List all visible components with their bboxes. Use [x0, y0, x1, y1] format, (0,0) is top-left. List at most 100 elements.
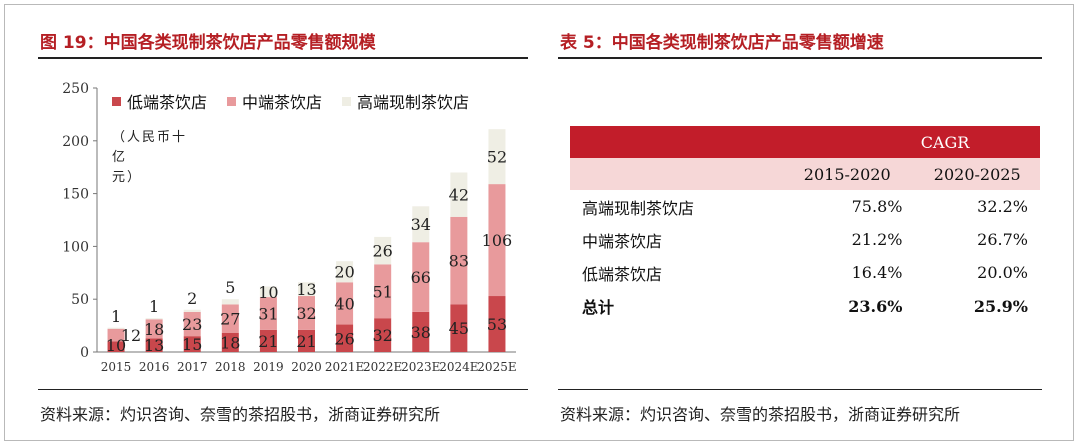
unit-line-1: （人民币十亿 — [112, 130, 188, 165]
bar-mid — [221, 304, 239, 333]
row-label: 中端茶饮店 — [582, 231, 663, 251]
bar-low — [145, 338, 163, 352]
total-row: 总计 23.6% 25.9% — [570, 289, 1040, 323]
x-tick-label: 2015 — [101, 360, 132, 374]
legend-label-low: 低端茶饮店 — [127, 93, 208, 112]
row-value-1: 75.8% — [851, 197, 903, 216]
data-label-low: 53 — [487, 315, 507, 334]
cagr-table: CAGR 2015-2020 2020-2025 高端现制茶饮店 75.8% 3… — [570, 126, 1040, 323]
bar-high — [488, 129, 506, 185]
table-row: 低端茶饮店 16.4% 20.0% — [570, 256, 1040, 289]
period-header-row: 2015-2020 2020-2025 — [570, 158, 1040, 190]
legend-swatch-high — [342, 96, 352, 106]
period-col-2: 2020-2025 — [914, 158, 1040, 190]
data-label-low: 13 — [144, 336, 164, 355]
bar-low — [107, 341, 125, 352]
legend-item-mid: 中端茶饮店 — [227, 89, 322, 113]
bar-mid — [450, 216, 468, 305]
data-label-high: 1 — [149, 297, 159, 316]
source-note-right: 资料来源：灼识咨询、奈雪的茶招股书，浙商证券研究所 — [560, 405, 961, 424]
data-label-mid: 31 — [258, 304, 278, 323]
x-tick-label: 2016 — [139, 360, 170, 374]
data-label-low: 18 — [220, 333, 240, 352]
data-label-mid: 18 — [144, 320, 164, 339]
y-tick-label: 0 — [80, 345, 89, 361]
bar-low — [183, 336, 201, 352]
x-tick-label: 2017 — [177, 360, 208, 374]
x-tick-label: 2025E — [477, 360, 516, 374]
data-label-low: 26 — [334, 329, 354, 348]
legend-swatch-mid — [227, 96, 237, 106]
legend-item-high: 高端现制茶饮店 — [342, 89, 469, 113]
data-label-high: 52 — [487, 148, 507, 167]
bar-high — [298, 282, 315, 297]
bar-high — [221, 299, 239, 305]
bar-low — [336, 324, 354, 352]
data-label-high: 5 — [225, 278, 235, 297]
figure-frame — [4, 4, 1074, 441]
chart-title: 图 19：中国各类现制茶饮店产品零售额规模 — [40, 33, 376, 53]
bar-mid — [259, 297, 277, 330]
bar-mid — [298, 296, 315, 330]
data-label-high: 26 — [373, 242, 393, 261]
bar-mid — [488, 184, 506, 297]
x-tick-label: 2021E — [325, 360, 364, 374]
total-value-1: 23.6% — [848, 296, 903, 316]
legend-label-mid: 中端茶饮店 — [242, 93, 323, 112]
bar-high — [259, 286, 277, 298]
data-label-low: 10 — [106, 336, 126, 355]
row-value-1: 16.4% — [851, 263, 903, 282]
row-label: 低端茶饮店 — [582, 264, 663, 284]
bar-low — [221, 332, 239, 352]
total-label: 总计 — [582, 298, 615, 317]
data-label-mid: 51 — [373, 282, 393, 301]
data-label-high: 1 — [111, 307, 121, 326]
bar-high — [107, 327, 125, 329]
data-label-high: 42 — [449, 186, 469, 205]
data-label-low: 15 — [182, 335, 202, 354]
data-label-low: 21 — [296, 332, 316, 351]
data-label-high: 34 — [411, 215, 431, 234]
bar-high — [450, 172, 468, 217]
bar-mid — [107, 328, 125, 342]
y-tick-label: 200 — [62, 134, 89, 150]
y-tick-label: 100 — [62, 239, 89, 255]
y-tick-label: 50 — [71, 292, 89, 308]
data-label-low: 32 — [373, 326, 393, 345]
bar-low — [412, 311, 430, 352]
data-label-mid: 66 — [411, 268, 431, 287]
total-value-2: 25.9% — [973, 296, 1028, 316]
bar-mid — [336, 282, 354, 325]
legend-swatch-low — [112, 96, 121, 106]
data-label-mid: 27 — [220, 310, 240, 329]
bar-high — [374, 236, 392, 265]
x-tick-label: 2022E — [363, 360, 402, 374]
data-label-high: 2 — [187, 289, 197, 308]
table-row: 高端现制茶饮店 75.8% 32.2% — [570, 190, 1040, 223]
x-tick-label: 2019 — [253, 360, 284, 374]
bar-mid — [412, 242, 430, 312]
source-note-left: 资料来源：灼识咨询、奈雪的茶招股书，浙商证券研究所 — [40, 405, 441, 424]
data-label-mid: 23 — [182, 315, 202, 334]
table-title: 表 5：中国各类现制茶饮店产品零售额增速 — [560, 33, 884, 53]
data-label-high: 13 — [296, 280, 316, 299]
row-value-2: 32.2% — [977, 197, 1028, 216]
bar-high — [183, 309, 201, 312]
chart-legend: 低端茶饮店 中端茶饮店 高端现制茶饮店 — [112, 89, 469, 113]
bar-high — [145, 318, 163, 320]
cagr-header: CAGR — [760, 126, 1040, 158]
bar-low — [488, 296, 506, 352]
data-label-mid: 12 — [121, 326, 141, 345]
source-rule-left — [38, 389, 528, 390]
row-value-2: 20.0% — [977, 263, 1028, 282]
data-label-mid: 106 — [482, 231, 513, 250]
legend-label-high: 高端现制茶饮店 — [357, 93, 470, 112]
unit-label: （人民币十亿 元） — [112, 128, 192, 188]
data-label-mid: 40 — [334, 294, 354, 313]
x-tick-label: 2023E — [401, 360, 440, 374]
source-rule-right — [558, 389, 1042, 390]
data-label-high: 10 — [258, 283, 278, 302]
unit-line-2: 元） — [112, 170, 143, 185]
cagr-header-row: CAGR — [570, 126, 1040, 158]
